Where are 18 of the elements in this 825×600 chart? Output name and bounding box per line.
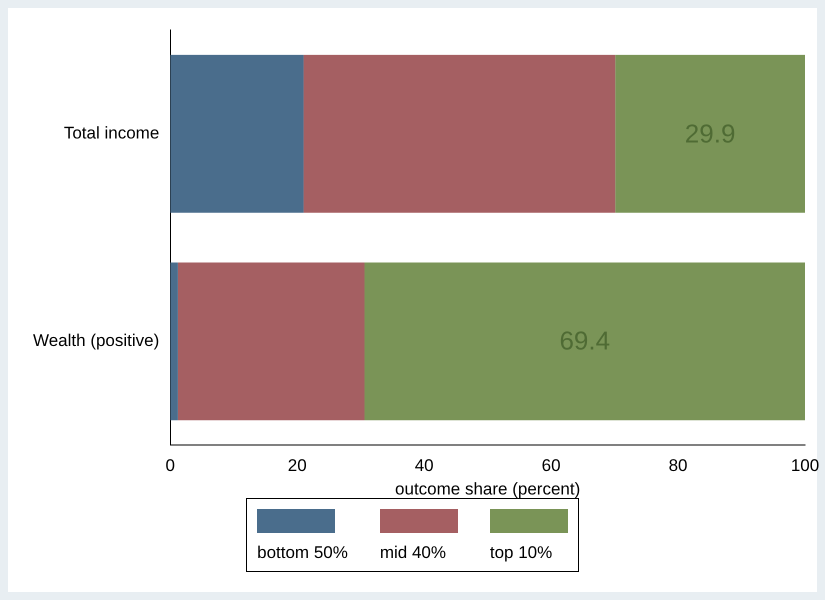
legend-label: mid 40% [380, 543, 446, 563]
legend-label: top 10% [490, 543, 552, 563]
y-tick-label: Wealth (positive) [32, 331, 160, 350]
x-axis-title: outcome share (percent) [395, 479, 580, 498]
bar [178, 262, 365, 420]
bar [170, 54, 304, 213]
x-tick-label: 0 [166, 456, 176, 476]
bar [304, 54, 616, 213]
x-tick-label: 20 [288, 456, 307, 476]
bar [170, 262, 178, 420]
bar [615, 54, 805, 213]
x-tick-label: 40 [414, 456, 434, 476]
x-tick-label: 80 [668, 456, 688, 476]
y-tick-label: Total income [64, 123, 160, 142]
x-tick-label: 60 [542, 456, 561, 476]
x-tick-label: 100 [790, 456, 820, 476]
legend-label: bottom 50% [257, 543, 348, 563]
bar [364, 262, 805, 420]
